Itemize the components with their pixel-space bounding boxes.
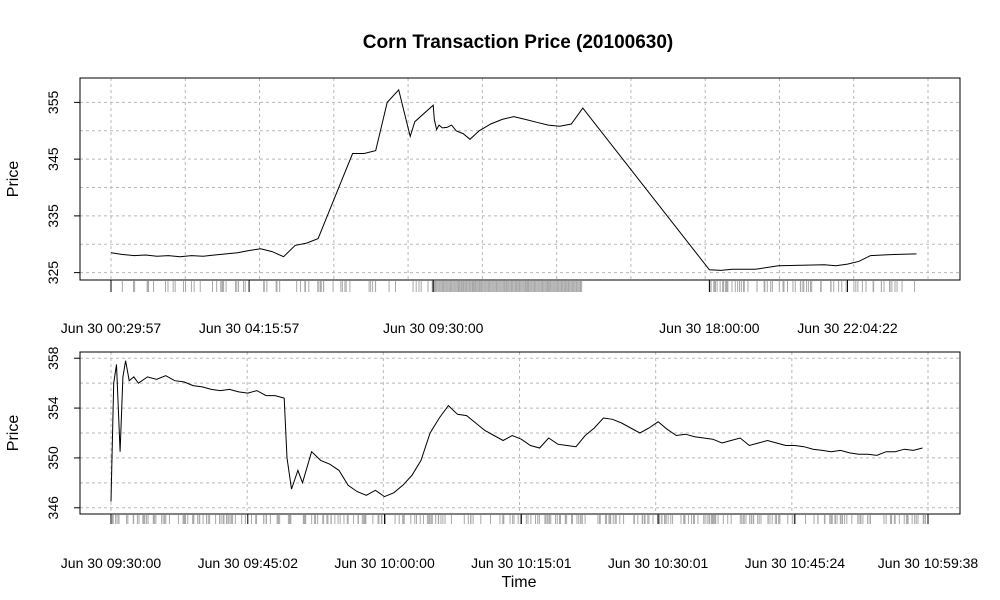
top-panel: 325 335 345 355 Price Jun 30 00:29:57 Jun 30 0… xyxy=(5,77,961,336)
y-tick-label: 354 xyxy=(45,396,61,420)
y-tick-label: 325 xyxy=(45,261,61,285)
x-tick-label: Jun 30 09:30:00 xyxy=(383,320,484,336)
plot-frame xyxy=(79,351,961,515)
x-tick-label: Jun 30 10:59:38 xyxy=(878,555,979,571)
x-tick-label: Jun 30 18:00:00 xyxy=(659,320,760,336)
x-tick-label: Jun 30 10:30:01 xyxy=(608,555,709,571)
x-tick-label: Jun 30 22:04:22 xyxy=(797,320,898,336)
price-series-line xyxy=(110,88,917,271)
x-tick-label: Jun 30 09:45:02 xyxy=(198,555,299,571)
bottom-panel: 346 350 354 358 Price Jun 30 09:30:00 Jun 30 0… xyxy=(5,346,978,571)
x-tick-label: Jun 30 10:45:24 xyxy=(745,555,846,571)
y-tick-label: 345 xyxy=(45,147,61,171)
y-axis-title: Price xyxy=(5,161,22,198)
y-tick-label: 350 xyxy=(45,446,61,470)
price-series-line xyxy=(110,360,923,502)
x-tick-label: Jun 30 10:00:00 xyxy=(334,555,435,571)
y-tick-label: 355 xyxy=(45,91,61,115)
x-tick-label: Jun 30 10:15:01 xyxy=(471,555,572,571)
x-tick-label: Jun 30 00:29:57 xyxy=(61,320,162,336)
x-tick-label: Jun 30 04:15:57 xyxy=(199,320,300,336)
x-tick-label: Jun 30 09:30:00 xyxy=(61,555,162,571)
y-tick-label: 358 xyxy=(45,346,61,370)
y-tick-label: 346 xyxy=(45,496,61,520)
y-axis-title: Price xyxy=(5,415,22,452)
plot-frame xyxy=(79,77,961,281)
chart-title: Corn Transaction Price (20100630) xyxy=(363,32,673,53)
x-axis-title: Time xyxy=(502,574,537,591)
y-tick-label: 335 xyxy=(45,204,61,228)
